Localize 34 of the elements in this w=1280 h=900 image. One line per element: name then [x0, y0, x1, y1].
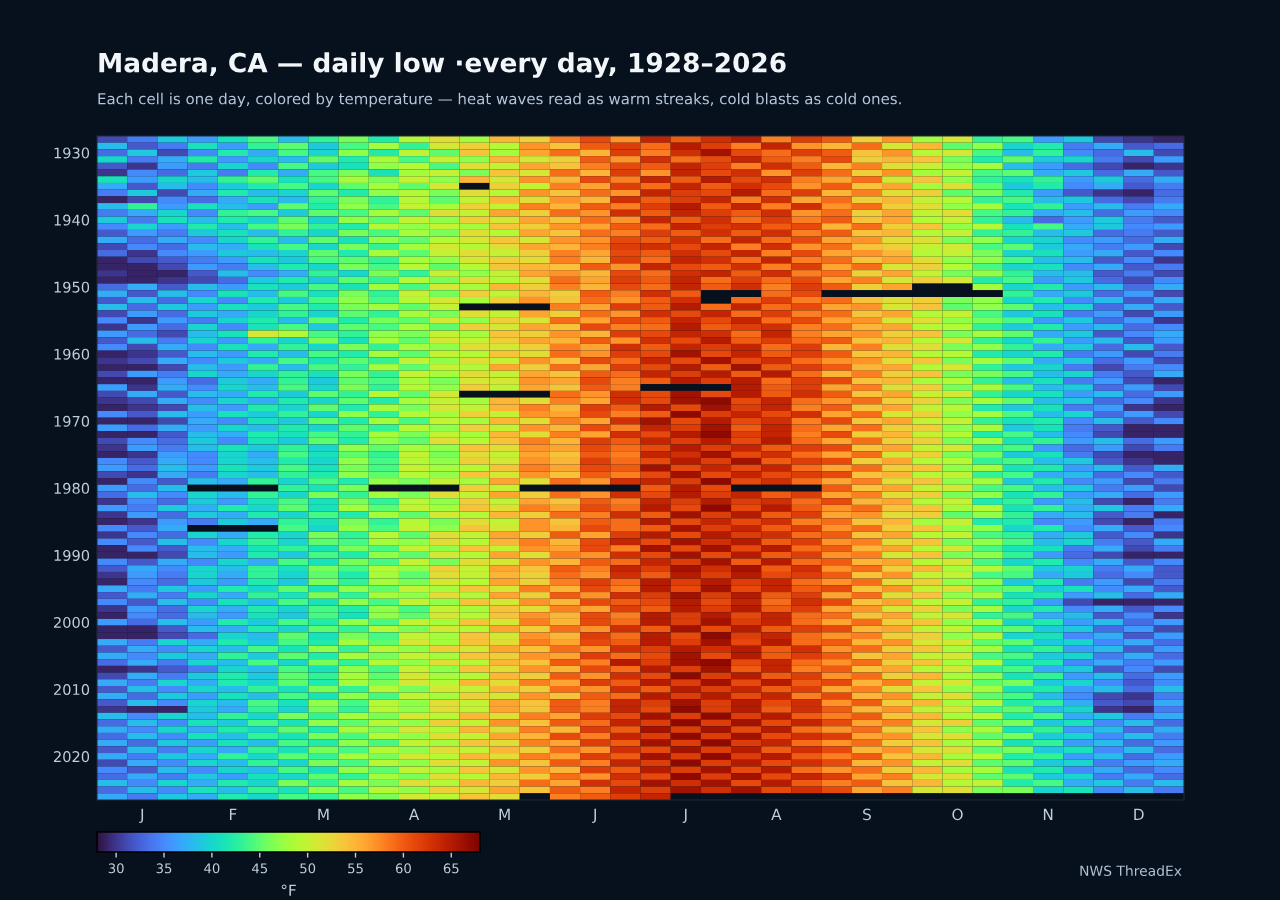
y-tick-label: 1980 [54, 482, 90, 494]
y-tick-label: 1970 [54, 415, 90, 427]
y-tick-label: 1930 [54, 147, 90, 159]
x-tick-label: A [408, 808, 420, 820]
y-tick-label: 1990 [54, 549, 90, 561]
y-tick-label: 2010 [54, 684, 90, 696]
chart-title: Madera, CA — daily low ·every day, 1928–2026 [99, 52, 786, 78]
x-tick-label: S [863, 808, 871, 821]
color-bar-label: 60 [395, 863, 411, 874]
x-tick-label: O [952, 808, 963, 821]
y-tick-label: 1940 [54, 214, 90, 226]
y-tick-label: 1960 [54, 348, 90, 360]
color-bar-label: 65 [443, 863, 459, 874]
x-tick-label: A [771, 808, 782, 820]
y-tick-label: 1950 [54, 281, 90, 293]
x-tick-label: M [499, 808, 510, 820]
color-bar-label: 30 [108, 863, 124, 874]
x-tick-label: J [139, 808, 144, 823]
x-tick-label: J [682, 808, 687, 823]
x-tick-label: M [318, 808, 329, 820]
color-bar-label: 50 [300, 863, 316, 874]
color-bar-label: 55 [348, 863, 363, 874]
x-tick-label: F [229, 808, 237, 820]
color-bar-label: 40 [204, 863, 220, 874]
color-bar-label: 35 [156, 863, 172, 874]
color-bar-title: °F [281, 884, 296, 896]
x-tick-label: J [592, 808, 596, 823]
y-tick-label: 2020 [54, 751, 90, 763]
x-tick-label: N [1043, 808, 1053, 820]
x-tick-label: D [1134, 808, 1144, 820]
color-bar-label: 45 [252, 863, 268, 874]
text: NWS ThreadEx [1080, 865, 1182, 877]
y-tick-label: 2000 [54, 616, 90, 629]
chart-subtitle: Each cell is one day, colored by temperature — heat waves read as warm streaks, cold blasts as cold ones. [98, 92, 901, 108]
